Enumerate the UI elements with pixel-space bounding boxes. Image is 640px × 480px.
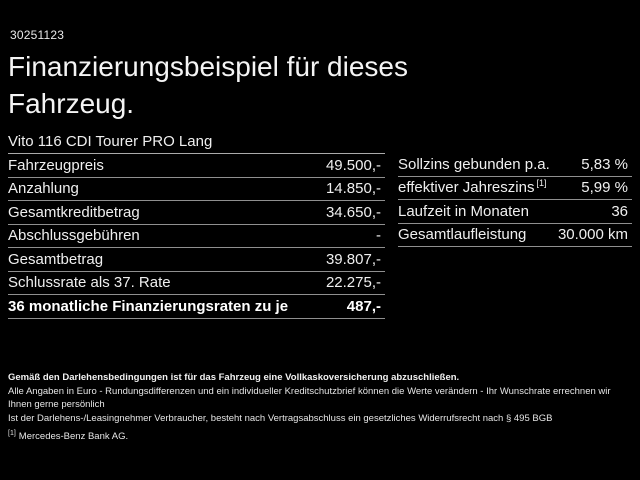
row-value: 49.500,-: [325, 156, 381, 174]
conditions-row-effektivzins: effektiver Jahreszins [1] 5,99 %: [398, 177, 632, 200]
conditions-row-laufzeit: Laufzeit in Monaten 36: [398, 200, 632, 224]
footnote-marker: [1]: [536, 178, 547, 189]
row-label: Sollzins gebunden p.a.: [398, 155, 550, 173]
row-label: Laufzeit in Monaten: [398, 202, 529, 220]
footnote-text: Mercedes-Benz Bank AG.: [18, 431, 129, 443]
row-value: 5,99 %: [581, 179, 628, 197]
finance-row-gesamtkreditbetrag: Gesamtkreditbetrag 34.650,-: [8, 201, 385, 225]
insurance-note: Gemäß den Darlehensbedingungen ist für d…: [8, 372, 460, 383]
finance-row-abschlussgebuehren: Abschlussgebühren -: [8, 225, 385, 248]
row-label: Anzahlung: [8, 180, 79, 198]
row-value: 14.850,-: [325, 180, 381, 198]
disclaimer-line-1: Alle Angaben in Euro - Rundungsdifferenz…: [8, 385, 611, 411]
row-label: 36 monatliche Finanzierungsraten zu je: [8, 297, 289, 315]
row-value: 5,83 %: [581, 155, 628, 173]
row-label: Schlussrate als 37. Rate: [8, 274, 171, 292]
row-value: 487,-: [346, 297, 381, 315]
row-value: 36: [611, 202, 628, 220]
offer-code: 30251123: [10, 28, 65, 42]
row-value: -: [376, 227, 381, 245]
row-label: Gesamtbetrag: [8, 250, 104, 268]
row-value: 30.000 km: [557, 226, 628, 244]
finance-row-monatsrate: 36 monatliche Finanzierungsraten zu je 4…: [8, 295, 385, 319]
finance-table: Vito 116 CDI Tourer PRO Lang Fahrzeugpre…: [8, 131, 385, 319]
finance-row-anzahlung: Anzahlung 14.850,-: [8, 178, 385, 201]
row-label: Gesamtlaufleistung: [398, 226, 527, 244]
vehicle-model-header: Vito 116 CDI Tourer PRO Lang: [8, 131, 385, 154]
row-value: 39.807,-: [325, 250, 381, 268]
finance-row-gesamtbetrag: Gesamtbetrag 39.807,-: [8, 248, 385, 272]
footnote-marker: [1]: [8, 430, 16, 437]
row-value: 34.650,-: [325, 203, 381, 221]
row-label: Gesamtkreditbetrag: [8, 203, 140, 221]
row-label: effektiver Jahreszins [1]: [398, 178, 547, 197]
row-label: Fahrzeugpreis: [8, 156, 104, 174]
finance-row-fahrzeugpreis: Fahrzeugpreis 49.500,-: [8, 154, 385, 178]
conditions-row-laufleistung: Gesamtlaufleistung 30.000 km: [398, 224, 632, 247]
disclaimer-line-2: Ist der Darlehens-/Leasingnehmer Verbrau…: [8, 412, 553, 424]
conditions-table: Sollzins gebunden p.a. 5,83 % effektiver…: [398, 153, 632, 247]
footnote-line: [1] Mercedes-Benz Bank AG.: [8, 427, 636, 444]
row-value: 22.275,-: [325, 274, 381, 292]
row-label: Abschlussgebühren: [8, 227, 140, 245]
finance-row-schlussrate: Schlussrate als 37. Rate 22.275,-: [8, 272, 385, 295]
conditions-row-sollzins: Sollzins gebunden p.a. 5,83 %: [398, 153, 632, 177]
footer: Gemäß den Darlehensbedingungen ist für d…: [8, 371, 636, 444]
page-title: Finanzierungsbeispiel für dieses Fahrzeu…: [8, 51, 408, 119]
